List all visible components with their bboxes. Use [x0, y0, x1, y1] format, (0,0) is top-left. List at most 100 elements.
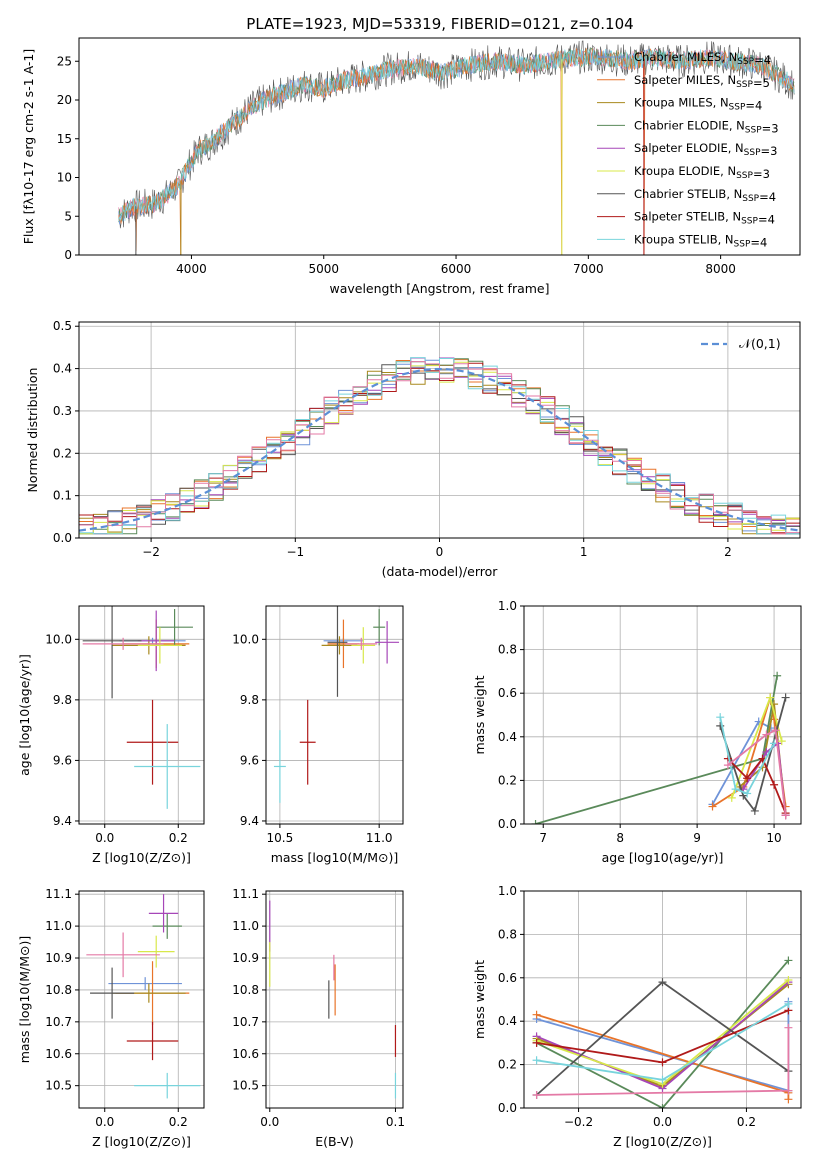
weight-marker: [532, 1038, 541, 1047]
tick-label-y: 11.1: [45, 887, 72, 901]
axes-frame: [78, 37, 801, 256]
errorbar-point: [327, 606, 348, 697]
weight-marker: [784, 975, 793, 984]
tick-label-y: 0.4: [53, 362, 72, 376]
panel-age_Z: 0.0 0.2 9.4 9.6 9.8 10.0 Z [log10(Z/Z⊙)] age [l…: [17, 605, 205, 865]
axis-label-x: mass [log10(M/M⊙)]: [271, 850, 399, 865]
errorbar-point: [82, 606, 142, 699]
weight-marker: [784, 1023, 793, 1032]
tick-label-x: 0.0: [95, 1115, 114, 1129]
axis-label-y: mass [log10(M/M⊙)]: [17, 936, 32, 1064]
tick-label-y: 9.8: [240, 693, 259, 707]
panel-mass_ebv: 0.0 0.1 10.5 10.6 10.7 10.8 10.9 11.0 11.1 E(B-V): [232, 887, 405, 1149]
legend-label: Chabrier STELIB, NSSP=4: [634, 187, 776, 204]
weight-line: [719, 717, 775, 795]
errorbar-point: [90, 967, 135, 1019]
weight-marker: [784, 956, 793, 965]
weight-marker: [723, 761, 732, 770]
plot-area-spectrum: [118, 40, 795, 255]
tick-label-y: 11.0: [232, 919, 259, 933]
plot-area-mass_ebv: [269, 900, 397, 1099]
errorbar-point: [137, 935, 175, 968]
weight-marker: [750, 806, 759, 815]
plot-area-age_Z: [82, 606, 201, 809]
axes-frame: [265, 605, 404, 825]
plot-area-weight_Z: [532, 956, 793, 1108]
tick-label-y: 0.4: [498, 730, 517, 744]
weight-marker: [658, 1058, 667, 1067]
errorbar-point: [373, 609, 386, 646]
tick-label-y: 11.0: [45, 919, 72, 933]
panel-mass_Z: 0.0 0.2 10.5 10.6 10.7 10.8 10.9 11.0 11.1 Z [log…: [17, 887, 205, 1149]
weight-marker: [532, 1090, 541, 1099]
tick-label-y: 10.9: [45, 951, 72, 965]
weight-line: [719, 697, 787, 813]
tick-label-y: 0.4: [498, 1014, 517, 1028]
tick-label-x: 5000: [308, 262, 339, 276]
axis-label-x: E(B-V): [315, 1134, 354, 1149]
axis-label-x: Z [log10(Z/Z⊙)]: [613, 1134, 712, 1149]
errorbar-point: [299, 699, 316, 785]
legend-label: Salpeter MILES, NSSP=5: [634, 73, 770, 90]
normal-curve: [79, 367, 800, 532]
tick-label-y: 0.2: [498, 1058, 517, 1072]
tick-label-y: 9.6: [53, 753, 72, 767]
weight-marker: [727, 793, 736, 802]
tick-label-x: 0.0: [95, 831, 114, 845]
spectrum-line: [118, 48, 795, 255]
errorbar-point: [134, 724, 201, 809]
weight-marker: [743, 789, 752, 798]
tick-label-y: 10.5: [232, 1079, 259, 1093]
tick-label-y: 10.7: [45, 1015, 72, 1029]
errorbar-point: [273, 730, 286, 803]
tick-label-y: 9.8: [53, 693, 72, 707]
weight-marker: [781, 693, 790, 702]
tick-label-x: 1: [580, 545, 588, 559]
errorbar-point: [152, 913, 182, 939]
tick-label-y: 11.1: [232, 887, 259, 901]
tick-label-x: 7: [539, 831, 547, 845]
weight-marker: [766, 693, 775, 702]
tick-label-y: 0.2: [498, 773, 517, 787]
axes-frame: [265, 890, 404, 1109]
errorbar-point: [137, 627, 182, 664]
tick-label-y: 9.6: [240, 753, 259, 767]
legend-label: Kroupa STELIB, NSSP=4: [634, 232, 767, 249]
weight-marker: [784, 1095, 793, 1104]
tick-label-x: 9: [693, 831, 701, 845]
errorbar-point: [108, 977, 182, 990]
errorbar-point: [351, 627, 376, 664]
errorbar-point: [375, 621, 400, 664]
tick-label-x: −0.2: [564, 1115, 593, 1129]
legend-label: Salpeter STELIB, NSSP=4: [634, 210, 775, 227]
tick-label-x: 2: [724, 545, 732, 559]
panel-residuals: 𝒩(0,1) −2 −1 0 1 2 0.0 0.1 0.2 0.3 0.4 0.5 (data-mod…: [25, 319, 801, 579]
weight-marker: [532, 1010, 541, 1019]
weight-marker: [716, 713, 725, 722]
errorbar-point: [82, 637, 164, 650]
errorbar-point: [126, 699, 179, 785]
tick-label-x: −2: [142, 545, 160, 559]
tick-label-y: 5: [64, 209, 72, 223]
errorbar-point: [86, 932, 160, 978]
tick-label-x: 0.1: [386, 1115, 405, 1129]
weight-marker: [658, 1104, 667, 1108]
legend-label: 𝒩(0,1): [739, 336, 781, 351]
tick-label-x: 0.2: [737, 1115, 756, 1129]
tick-label-y: 0.0: [498, 1101, 517, 1115]
tick-label-x: 4000: [176, 262, 207, 276]
spectrum-line: [118, 48, 795, 222]
tick-label-y: 0.2: [53, 446, 72, 460]
histogram-series: [79, 361, 800, 535]
tick-label-y: 0.6: [498, 686, 517, 700]
tick-label-x: 8000: [705, 262, 736, 276]
legend-label: Chabrier ELODIE, NSSP=3: [634, 118, 779, 135]
tick-label-y: 25: [57, 54, 72, 68]
legend-label: Kroupa MILES, NSSP=4: [634, 96, 762, 113]
axis-label-x: (data-model)/error: [382, 564, 499, 579]
tick-label-y: 20: [57, 93, 72, 107]
axis-label-x: age [log10(age/yr)]: [602, 850, 724, 865]
tick-label-x: 7000: [573, 262, 604, 276]
tick-label-y: 10.6: [232, 1047, 259, 1061]
